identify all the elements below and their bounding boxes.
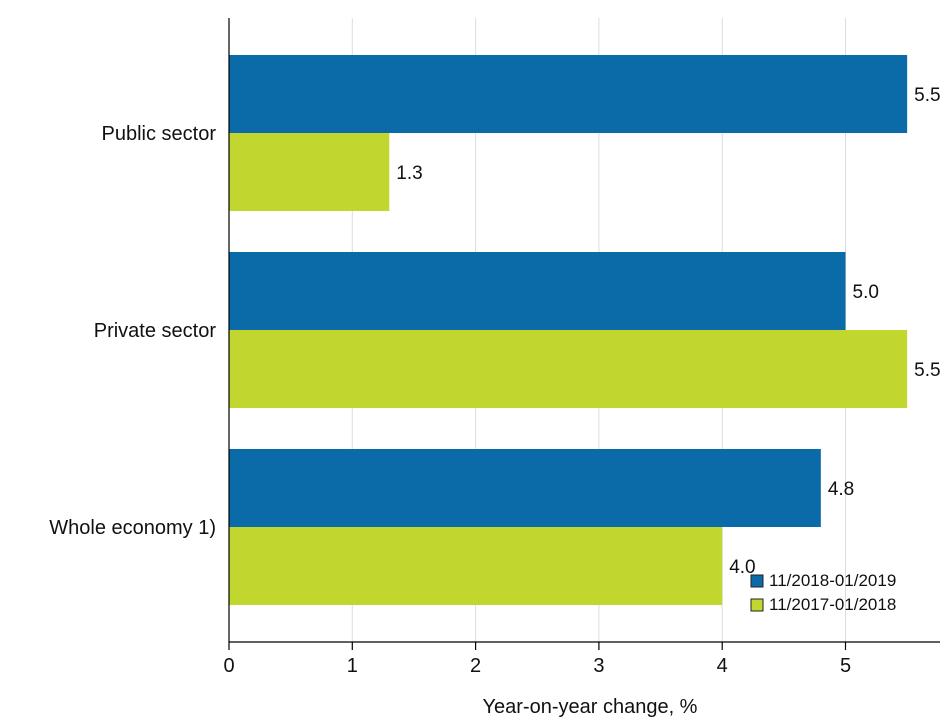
x-axis-title: Year-on-year change, %: [483, 696, 698, 718]
category-labels: Public sector Private sector Whole economy…: [49, 123, 216, 539]
category-label: Whole economy 1): [49, 517, 216, 539]
bars: 5.5 1.3 5.0 5.5 4.8 4.0: [229, 55, 941, 605]
data-label: 5.5: [914, 85, 940, 106]
bar: [229, 55, 908, 133]
x-tick-label: 2: [470, 655, 481, 677]
legend-swatch: [750, 598, 764, 612]
legend-swatch: [750, 574, 764, 588]
x-tick-label: 1: [347, 655, 358, 677]
x-axis: 0 1 2 3 4 5: [223, 18, 940, 677]
legend-label: 11/2017-01/2018: [769, 595, 896, 614]
legend: 11/2018-01/2019 11/2017-01/2018: [750, 571, 896, 614]
data-label: 5.0: [853, 282, 879, 303]
data-label: 5.5: [914, 360, 940, 381]
legend-label: 11/2018-01/2019: [769, 571, 896, 590]
x-tick-label: 3: [593, 655, 604, 677]
x-tick-label: 0: [223, 655, 234, 677]
bar: [229, 330, 908, 408]
bar: [229, 133, 390, 211]
bar: [229, 527, 723, 605]
x-tick-label: 4: [717, 655, 728, 677]
bar: [229, 449, 821, 527]
bar: [229, 252, 846, 330]
data-label: 1.3: [396, 163, 422, 184]
category-label: Public sector: [102, 123, 217, 145]
x-tick-label: 5: [840, 655, 851, 677]
data-label: 4.8: [828, 479, 854, 500]
category-label: Private sector: [94, 320, 217, 342]
data-label: 4.0: [729, 557, 755, 578]
